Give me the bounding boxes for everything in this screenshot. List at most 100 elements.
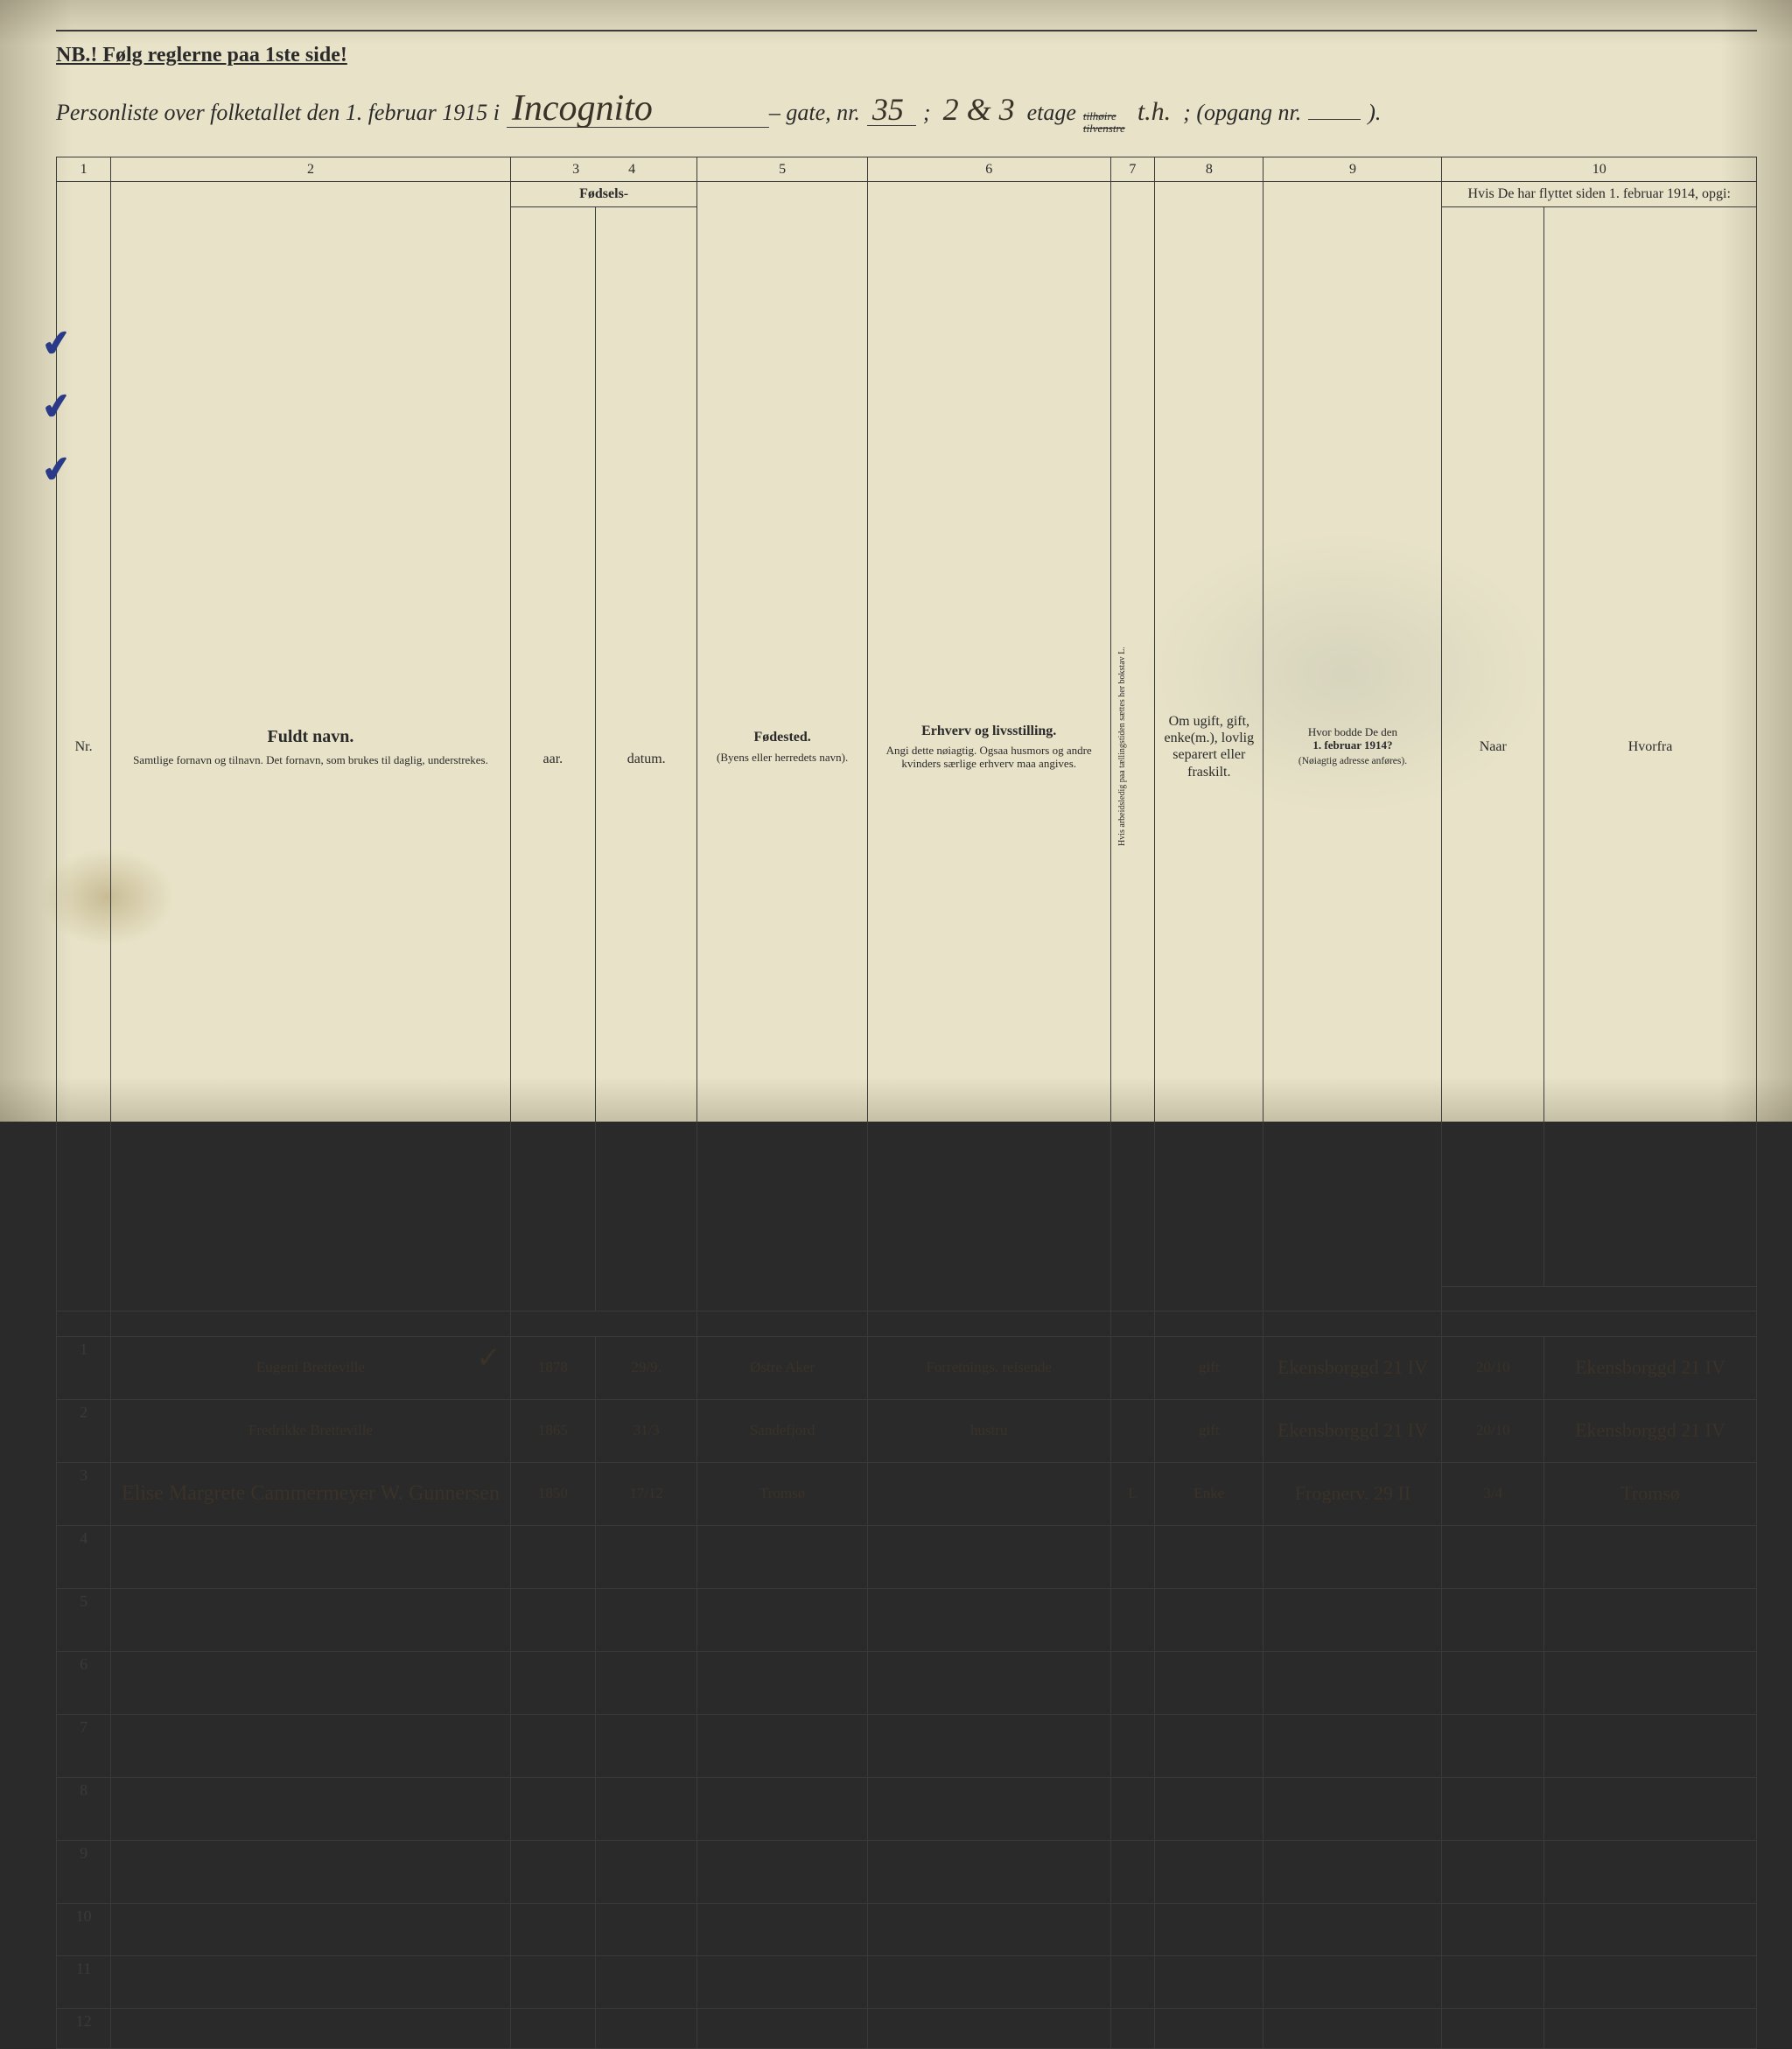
cell [697,2008,867,2048]
blank-h1 [57,1311,111,1336]
title-prefix: Personliste over folketallet den 1. febr… [56,100,500,126]
table-row: 2Fredrikke Bretteville186531/3Sandefjord… [57,1399,1757,1462]
cell-nr: 3 [57,1462,111,1525]
cell [595,1777,697,1840]
cell [1110,1955,1155,2008]
cell: 1878 [510,1336,595,1399]
cell [1110,1777,1155,1840]
cell-nr: 8 [57,1777,111,1840]
cell [1155,1777,1264,1840]
blank-h2 [111,1311,511,1336]
gate-label: – gate, nr. [769,100,860,126]
cell [867,2008,1110,2048]
cell [510,2008,595,2048]
cell [1442,1777,1544,1840]
floor-field: 2 & 3 [938,94,1020,125]
colnum-9: 9 [1264,157,1442,182]
cell [1442,1840,1544,1903]
table-row: 4 [57,1525,1757,1588]
colnum-8: 8 [1155,157,1264,182]
head-moved-from: Hvorfra [1544,206,1757,1287]
cell: 1865 [510,1399,595,1462]
cell-nr: 5 [57,1588,111,1651]
table-row: 12 [57,2008,1757,2048]
side-top: tilhøire [1083,110,1116,122]
blank-h7 [1110,1311,1155,1336]
cell [1442,1651,1544,1714]
census-table: 1 2 3 4 5 6 7 8 9 10 Nr. Fuldt navn. Sam… [56,157,1757,2048]
blue-check-1: ✔ [39,322,74,366]
cell: 20/10 [1442,1336,1544,1399]
house-nr-field: 35 [867,94,916,126]
cell-name [111,1840,511,1903]
cell [1110,1399,1155,1462]
cell [697,1955,867,2008]
cell [595,1714,697,1777]
cell: Tromsø [1544,1462,1757,1525]
etage-label: etage [1027,100,1076,126]
cell: 1850 [510,1462,595,1525]
cell-name [111,1651,511,1714]
blank-h9 [1264,1311,1442,1336]
head-occupation: Erhverv og livsstilling. Angi dette nøia… [867,182,1110,1311]
side-bottom: tilvenstre [1083,122,1125,135]
head-birth-note: (Skriv ikke feilagtige tal!) [510,1311,697,1336]
cell [1442,1588,1544,1651]
cell [867,1588,1110,1651]
census-form-page: NB.! Følg reglerne paa 1ste side! Person… [0,0,1792,1122]
cell [1110,1903,1155,1955]
cell [867,1462,1110,1525]
cell [1544,1651,1757,1714]
cell: hustru [867,1399,1110,1462]
cell [1264,1525,1442,1588]
top-border-rule [56,30,1757,31]
colnum-10: 10 [1442,157,1757,182]
blue-check-3: ✔ [39,448,74,492]
cell [1155,1651,1264,1714]
cell [1264,1588,1442,1651]
cell-nr: 4 [57,1525,111,1588]
head-marital: Om ugift, gift, enke(m.), lovlig separer… [1155,182,1264,1311]
cell [595,1588,697,1651]
cell [867,1840,1110,1903]
cell [1155,1714,1264,1777]
cell [697,1903,867,1955]
head-name: Fuldt navn. Samtlige fornavn og tilnavn.… [111,182,511,1311]
cell [867,1714,1110,1777]
cell [1442,1714,1544,1777]
cell: Enke [1155,1462,1264,1525]
table-row: 10 [57,1903,1757,1955]
cell-name [111,1955,511,2008]
cell [1264,1955,1442,2008]
cell [1155,1903,1264,1955]
cell [510,1777,595,1840]
head-birthplace: Fødested. (Byens eller herredets navn). [697,182,867,1311]
table-row: 8 [57,1777,1757,1840]
cell: Østre Aker [697,1336,867,1399]
cell: 3/4 [1442,1462,1544,1525]
head-date: datum. [595,206,697,1311]
cell-name: Eugeni Bretteville✓ [111,1336,511,1399]
table-row: 6 [57,1651,1757,1714]
cell [697,1777,867,1840]
close-paren: ). [1368,100,1381,126]
cell [1544,1525,1757,1588]
blank-h5 [697,1311,867,1336]
table-body: 1Eugeni Bretteville✓187829/9.Østre AkerF… [57,1336,1757,2048]
opgang-label: ; (opgang nr. [1183,100,1301,126]
cell [510,1955,595,2008]
cell [510,1651,595,1714]
cell: Forretnings. reisende [867,1336,1110,1399]
cell [1544,2008,1757,2048]
cell [510,1525,595,1588]
opgang-field [1308,101,1361,120]
cell: 31/3 [595,1399,697,1462]
table-row: 5 [57,1588,1757,1651]
cell [595,1903,697,1955]
head-year: aar. [510,206,595,1311]
cell: gift [1155,1399,1264,1462]
cell [1442,2008,1544,2048]
cell-nr: 6 [57,1651,111,1714]
cell [1155,1840,1264,1903]
cell [1264,1777,1442,1840]
